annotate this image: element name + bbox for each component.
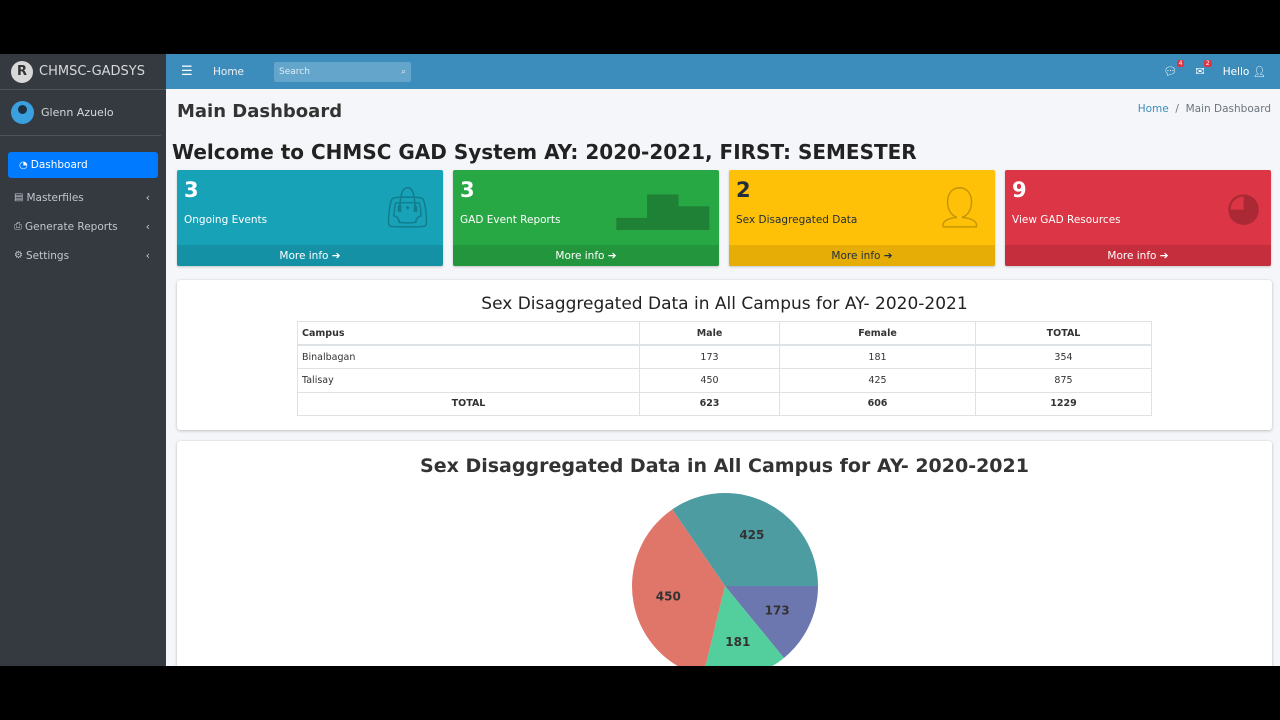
pie-slice[interactable] — [632, 509, 725, 666]
shopping-bag-icon: 👜︎ — [382, 185, 433, 231]
breadcrumb-home[interactable]: Home — [1137, 103, 1169, 115]
more-info-link[interactable]: More info ➔ — [177, 245, 443, 266]
pie-slice-label: 173 — [765, 604, 790, 618]
table-total-row: TOTAL 623 606 1229 — [297, 391, 1152, 416]
brand-name: CHMSC-GADSYS — [39, 64, 145, 79]
sidebar-item-masterfiles[interactable]: ▤ Masterfiles ‹ — [8, 184, 158, 211]
brand-logo: R — [11, 60, 33, 83]
sidebar-item-label: Settings — [25, 249, 70, 262]
user-icon: 👤︎ — [1252, 66, 1266, 78]
sex-data-table-card: Sex Disaggregated Data in All Campus for… — [177, 280, 1272, 430]
more-info-link[interactable]: More info ➔ — [729, 245, 995, 266]
table-row: Talisay 450 425 875 — [297, 368, 1152, 393]
box-label: Ongoing Events — [184, 214, 268, 226]
pie-slice[interactable] — [703, 586, 784, 666]
pie-slice[interactable] — [725, 586, 818, 658]
user-panel[interactable]: Glenn Azuelo — [0, 90, 161, 136]
mail-button[interactable]: ✉ 2 — [1195, 60, 1212, 78]
envelope-icon: ✉ — [1195, 65, 1205, 78]
box-value: 3 — [184, 178, 199, 202]
home-link[interactable]: Home — [213, 65, 245, 78]
user-name: Glenn Azuelo — [41, 106, 114, 119]
file-icon: ▤ — [14, 192, 24, 203]
user-menu[interactable]: Hello 👤︎ — [1223, 65, 1266, 78]
box-ongoing-events: 3 Ongoing Events 👜︎ More info ➔ — [177, 170, 443, 266]
box-label: GAD Event Reports — [460, 214, 561, 226]
topbar: ☰ Home Search ⌕ 💬︎ 4 ✉ 2 Hello 👤︎ — [166, 54, 1280, 89]
sidebar-item-generate-reports[interactable]: ⎙ Generate Reports ‹ — [8, 213, 158, 240]
box-label: View GAD Resources — [1012, 214, 1121, 226]
comments-icon: 💬︎ — [1163, 65, 1178, 78]
column-header: Male — [639, 321, 780, 346]
pie-slice-label: 450 — [656, 589, 681, 603]
tachometer-icon: ◔ — [19, 159, 28, 171]
sidebar-item-label: Masterfiles — [26, 191, 84, 204]
sex-data-table: Campus Male Female TOTAL Binalbagan 173 181 35… — [297, 321, 1152, 416]
column-header: Campus — [297, 321, 640, 346]
column-header: TOTAL — [975, 321, 1152, 346]
search-input[interactable]: Search ⌕ — [274, 61, 412, 82]
box-value: 2 — [736, 178, 751, 202]
chevron-left-icon: ‹ — [145, 191, 150, 204]
chevron-left-icon: ‹ — [145, 220, 150, 233]
print-icon: ⎙ — [14, 221, 22, 232]
menu-icon[interactable]: ☰ — [181, 64, 193, 79]
sidebar-item-settings[interactable]: ⚙ Settings ‹ — [8, 242, 158, 269]
greeting: Hello — [1222, 66, 1250, 78]
pie-chart-card: Sex Disaggregated Data in All Campus for… — [177, 441, 1272, 666]
info-boxes: 3 Ongoing Events 👜︎ More info ➔ 3 GAD Event … — [177, 170, 1271, 266]
table-row: Binalbagan 173 181 354 — [297, 344, 1152, 369]
main-content: Main Dashboard Home / Main Dashboard Wel… — [166, 89, 1280, 666]
chart-title: Sex Disaggregated Data in All Campus for… — [420, 455, 1029, 477]
pie-slice-label: 181 — [725, 635, 750, 649]
table-title: Sex Disaggregated Data in All Campus for… — [481, 294, 968, 314]
page-title: Main Dashboard — [177, 101, 343, 122]
sidebar-item-label: Dashboard — [30, 159, 88, 171]
search-placeholder: Search — [279, 66, 310, 77]
pie-slice[interactable] — [672, 493, 818, 586]
bar-chart-icon: ▂▆▄ — [616, 184, 709, 230]
app: R CHMSC-GADSYS Glenn Azuelo ◔ Dashboard ▤ M… — [0, 54, 1280, 666]
search-icon[interactable]: ⌕ — [400, 66, 407, 77]
mail-badge: 2 — [1203, 60, 1212, 67]
column-header: Female — [779, 321, 976, 346]
sidebar-item-dashboard[interactable]: ◔ Dashboard — [8, 152, 158, 178]
pie-chart: 173 181 450 425 — [632, 493, 818, 666]
sidebar-item-label: Generate Reports — [25, 220, 118, 233]
more-info-link[interactable]: More info ➔ — [1005, 245, 1271, 266]
pie-chart-icon: ◕ — [1226, 184, 1261, 230]
breadcrumb: Home / Main Dashboard — [1137, 103, 1271, 115]
box-gad-event-reports: 3 GAD Event Reports ▂▆▄ More info ➔ — [453, 170, 719, 266]
box-value: 9 — [1012, 178, 1027, 202]
box-label: Sex Disagregated Data — [736, 214, 858, 226]
messages-button[interactable]: 💬︎ 4 — [1163, 60, 1185, 78]
box-sex-disaggregated-data: 2 Sex Disagregated Data 👤︎ More info ➔ — [729, 170, 995, 266]
sidebar-nav: ◔ Dashboard ▤ Masterfiles ‹ ⎙ Generate Repor… — [0, 136, 166, 287]
pie-slice-label: 425 — [739, 528, 764, 542]
chevron-left-icon: ‹ — [145, 249, 150, 262]
gear-icon: ⚙ — [14, 250, 23, 261]
sidebar: R CHMSC-GADSYS Glenn Azuelo ◔ Dashboard ▤ M… — [0, 54, 166, 666]
breadcrumb-current: Main Dashboard — [1185, 103, 1271, 115]
messages-badge: 4 — [1176, 60, 1185, 67]
more-info-link[interactable]: More info ➔ — [453, 245, 719, 266]
brand[interactable]: R CHMSC-GADSYS — [0, 54, 166, 90]
box-value: 3 — [460, 178, 475, 202]
welcome-heading: Welcome to CHMSC GAD System AY: 2020-202… — [172, 140, 917, 164]
box-view-gad-resources: 9 View GAD Resources ◕ More info ➔ — [1005, 170, 1271, 266]
avatar — [11, 101, 34, 124]
user-plus-icon: 👤︎ — [934, 185, 985, 231]
